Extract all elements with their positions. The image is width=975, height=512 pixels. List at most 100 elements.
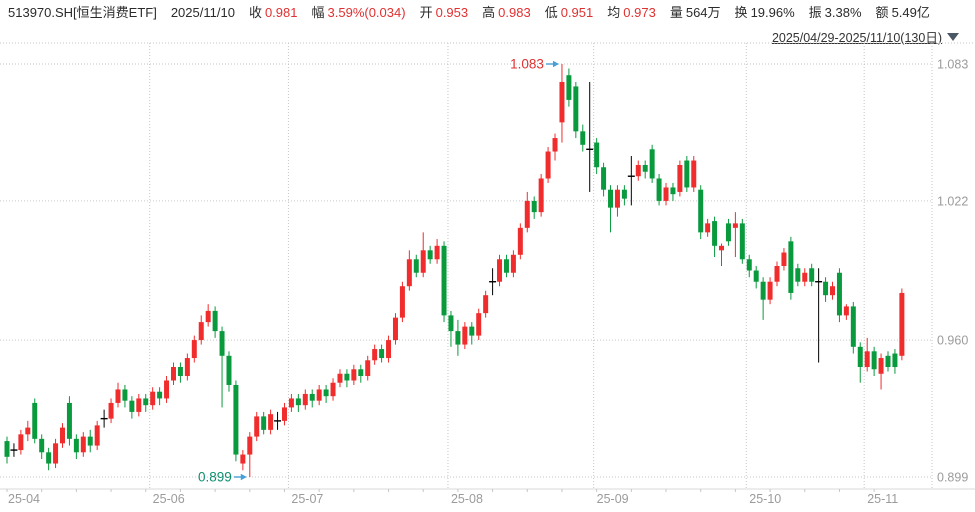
- candle[interactable]: [448, 310, 454, 347]
- candle[interactable]: [18, 429, 24, 455]
- candle[interactable]: [559, 64, 565, 143]
- candle[interactable]: [677, 160, 683, 197]
- candle[interactable]: [157, 387, 163, 406]
- candle[interactable]: [455, 319, 461, 356]
- candle[interactable]: [351, 364, 357, 385]
- candle[interactable]: [247, 432, 253, 477]
- candle[interactable]: [489, 268, 497, 296]
- candle[interactable]: [614, 185, 620, 217]
- candle[interactable]: [434, 239, 440, 264]
- candle[interactable]: [815, 268, 823, 363]
- candle[interactable]: [136, 393, 142, 417]
- candle[interactable]: [46, 447, 52, 471]
- candle[interactable]: [545, 147, 551, 183]
- candle[interactable]: [379, 344, 385, 363]
- candle[interactable]: [268, 409, 274, 435]
- candle[interactable]: [177, 362, 183, 383]
- candle[interactable]: [566, 68, 572, 107]
- candle[interactable]: [892, 349, 898, 374]
- candle[interactable]: [100, 409, 108, 428]
- candle[interactable]: [712, 216, 718, 258]
- candle[interactable]: [150, 387, 156, 410]
- candle[interactable]: [739, 218, 745, 264]
- candles-layer[interactable]: [4, 64, 905, 477]
- candle[interactable]: [781, 248, 787, 271]
- candle[interactable]: [240, 450, 246, 471]
- candle[interactable]: [406, 250, 412, 291]
- candle[interactable]: [627, 156, 635, 206]
- candle[interactable]: [746, 254, 752, 278]
- candle[interactable]: [399, 281, 405, 323]
- candle[interactable]: [365, 355, 371, 381]
- candle[interactable]: [524, 191, 530, 233]
- candle[interactable]: [503, 254, 509, 278]
- candle[interactable]: [73, 434, 79, 460]
- candle[interactable]: [143, 393, 149, 412]
- candle[interactable]: [302, 389, 308, 410]
- candle[interactable]: [344, 369, 350, 388]
- candle[interactable]: [483, 290, 489, 318]
- candle[interactable]: [309, 389, 315, 408]
- candle[interactable]: [725, 218, 731, 246]
- candle[interactable]: [642, 160, 648, 179]
- candle[interactable]: [295, 393, 301, 412]
- candle[interactable]: [122, 384, 128, 408]
- candle[interactable]: [274, 411, 282, 430]
- candle[interactable]: [108, 398, 114, 424]
- candle[interactable]: [226, 351, 232, 392]
- candle[interactable]: [129, 396, 135, 419]
- candle[interactable]: [337, 369, 343, 388]
- candle[interactable]: [323, 384, 329, 403]
- candle[interactable]: [774, 261, 780, 287]
- candle[interactable]: [601, 162, 607, 197]
- candle[interactable]: [843, 304, 849, 320]
- triangle-down-icon[interactable]: [947, 32, 959, 41]
- candle[interactable]: [684, 156, 690, 192]
- candle[interactable]: [427, 245, 433, 264]
- candle[interactable]: [760, 277, 766, 320]
- candle[interactable]: [857, 342, 863, 383]
- candle[interactable]: [462, 322, 468, 350]
- candle[interactable]: [850, 301, 856, 354]
- candle[interactable]: [705, 218, 711, 237]
- candle[interactable]: [497, 254, 503, 287]
- candle[interactable]: [788, 236, 794, 300]
- candle[interactable]: [441, 241, 447, 323]
- candle[interactable]: [233, 380, 239, 462]
- candle[interactable]: [184, 353, 190, 381]
- range-selector[interactable]: 2025/04/29-2025/11/10(130日): [772, 27, 959, 46]
- candle[interactable]: [254, 411, 260, 442]
- candle[interactable]: [656, 173, 662, 206]
- candle[interactable]: [732, 212, 738, 258]
- candle[interactable]: [316, 384, 322, 406]
- candle[interactable]: [94, 420, 100, 451]
- candle[interactable]: [219, 326, 225, 408]
- candle[interactable]: [670, 182, 676, 201]
- candle[interactable]: [115, 382, 121, 408]
- candle[interactable]: [836, 268, 842, 323]
- candle[interactable]: [691, 156, 697, 192]
- candle[interactable]: [281, 402, 287, 426]
- candle[interactable]: [586, 81, 594, 192]
- candle[interactable]: [198, 315, 204, 345]
- candle[interactable]: [878, 353, 884, 390]
- candle[interactable]: [358, 364, 364, 383]
- candle[interactable]: [164, 375, 170, 403]
- candle[interactable]: [372, 344, 378, 365]
- candle[interactable]: [330, 378, 336, 401]
- candle[interactable]: [392, 313, 398, 345]
- candle[interactable]: [871, 346, 877, 376]
- candle[interactable]: [552, 133, 558, 161]
- candle[interactable]: [802, 268, 808, 287]
- candle[interactable]: [830, 281, 836, 300]
- candle[interactable]: [261, 411, 267, 435]
- candle[interactable]: [517, 223, 523, 260]
- candle[interactable]: [719, 243, 725, 267]
- candle[interactable]: [538, 173, 544, 217]
- candle[interactable]: [573, 81, 579, 139]
- candle[interactable]: [531, 196, 537, 219]
- candle[interactable]: [87, 429, 93, 453]
- candle[interactable]: [4, 436, 10, 464]
- candle[interactable]: [510, 250, 516, 278]
- candle[interactable]: [66, 396, 72, 446]
